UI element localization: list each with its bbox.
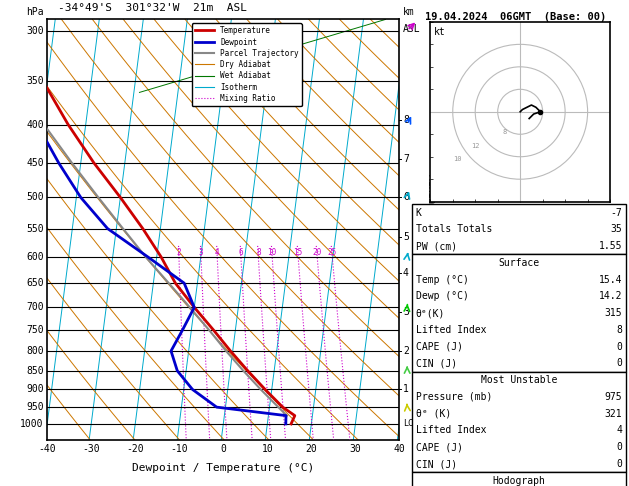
Text: 850: 850 <box>26 366 43 376</box>
Text: 20: 20 <box>306 444 317 454</box>
Text: 1000: 1000 <box>20 419 43 429</box>
Text: ASL: ASL <box>403 24 421 34</box>
Text: Surface: Surface <box>498 258 540 268</box>
Text: 650: 650 <box>26 278 43 288</box>
Legend: Temperature, Dewpoint, Parcel Trajectory, Dry Adiabat, Wet Adiabat, Isotherm, Mi: Temperature, Dewpoint, Parcel Trajectory… <box>192 23 302 106</box>
Text: Temp (°C): Temp (°C) <box>416 275 469 285</box>
Text: 500: 500 <box>26 192 43 202</box>
Text: 3: 3 <box>199 248 203 257</box>
Text: Lifted Index: Lifted Index <box>416 325 486 335</box>
Text: km: km <box>403 7 415 17</box>
Text: 35: 35 <box>610 224 622 234</box>
Text: 15: 15 <box>294 248 303 257</box>
Text: 300: 300 <box>26 26 43 35</box>
Text: 40: 40 <box>394 444 405 454</box>
Text: 1: 1 <box>403 384 409 395</box>
Text: PW (cm): PW (cm) <box>416 241 457 251</box>
Text: 1.55: 1.55 <box>599 241 622 251</box>
Text: 20: 20 <box>313 248 322 257</box>
Text: 4: 4 <box>403 268 409 278</box>
Text: Lifted Index: Lifted Index <box>416 425 486 435</box>
Text: 0: 0 <box>616 358 622 368</box>
Text: CIN (J): CIN (J) <box>416 358 457 368</box>
Text: θᵉ(K): θᵉ(K) <box>416 308 445 318</box>
Text: θᵉ (K): θᵉ (K) <box>416 409 451 419</box>
Text: 550: 550 <box>26 224 43 234</box>
Text: 15.4: 15.4 <box>599 275 622 285</box>
Text: 7: 7 <box>403 155 409 164</box>
Text: Most Unstable: Most Unstable <box>481 375 557 385</box>
Text: 4: 4 <box>616 425 622 435</box>
Text: CAPE (J): CAPE (J) <box>416 442 463 452</box>
Text: -7: -7 <box>610 208 622 218</box>
Text: 800: 800 <box>26 346 43 356</box>
Text: 2: 2 <box>177 248 181 257</box>
Text: LCL: LCL <box>403 419 418 428</box>
Text: Pressure (mb): Pressure (mb) <box>416 392 492 402</box>
Text: hPa: hPa <box>26 7 43 17</box>
Text: 0: 0 <box>616 342 622 352</box>
Text: 30: 30 <box>350 444 361 454</box>
Text: 8: 8 <box>502 129 506 135</box>
Text: 12: 12 <box>470 143 479 149</box>
Text: 0: 0 <box>616 442 622 452</box>
Text: 6: 6 <box>403 192 409 202</box>
Text: 4: 4 <box>215 248 220 257</box>
Text: 8: 8 <box>403 115 409 125</box>
Text: Mixing Ratio (g/kg): Mixing Ratio (g/kg) <box>426 174 436 285</box>
Text: Dewpoint / Temperature (°C): Dewpoint / Temperature (°C) <box>132 463 314 473</box>
Text: 975: 975 <box>604 392 622 402</box>
Text: 400: 400 <box>26 120 43 129</box>
Text: 0: 0 <box>616 459 622 469</box>
Text: 10: 10 <box>267 248 277 257</box>
Text: 8: 8 <box>616 325 622 335</box>
Text: 3: 3 <box>403 307 409 317</box>
Text: 19.04.2024  06GMT  (Base: 00): 19.04.2024 06GMT (Base: 00) <box>425 12 606 22</box>
Text: 8: 8 <box>256 248 260 257</box>
Text: 25: 25 <box>328 248 337 257</box>
Text: 2: 2 <box>403 346 409 356</box>
Text: CIN (J): CIN (J) <box>416 459 457 469</box>
Text: 350: 350 <box>26 76 43 86</box>
Text: K: K <box>416 208 421 218</box>
Text: 900: 900 <box>26 384 43 395</box>
Text: 700: 700 <box>26 302 43 312</box>
Text: 450: 450 <box>26 158 43 168</box>
Text: 10: 10 <box>453 156 461 162</box>
Text: Totals Totals: Totals Totals <box>416 224 492 234</box>
Text: 321: 321 <box>604 409 622 419</box>
Text: 0: 0 <box>220 444 226 454</box>
Text: -34°49'S  301°32'W  21m  ASL: -34°49'S 301°32'W 21m ASL <box>58 3 247 13</box>
Text: -30: -30 <box>82 444 100 454</box>
Text: 600: 600 <box>26 252 43 262</box>
Text: 315: 315 <box>604 308 622 318</box>
Text: 750: 750 <box>26 325 43 335</box>
Text: kt: kt <box>434 27 445 37</box>
Text: 5: 5 <box>403 232 409 243</box>
Text: CAPE (J): CAPE (J) <box>416 342 463 352</box>
Text: 950: 950 <box>26 402 43 412</box>
Text: -20: -20 <box>126 444 144 454</box>
Text: 10: 10 <box>262 444 273 454</box>
Text: 14.2: 14.2 <box>599 291 622 301</box>
Text: -40: -40 <box>38 444 56 454</box>
Text: 6: 6 <box>238 248 243 257</box>
Text: Hodograph: Hodograph <box>493 476 545 486</box>
Text: Dewp (°C): Dewp (°C) <box>416 291 469 301</box>
Text: -10: -10 <box>170 444 188 454</box>
